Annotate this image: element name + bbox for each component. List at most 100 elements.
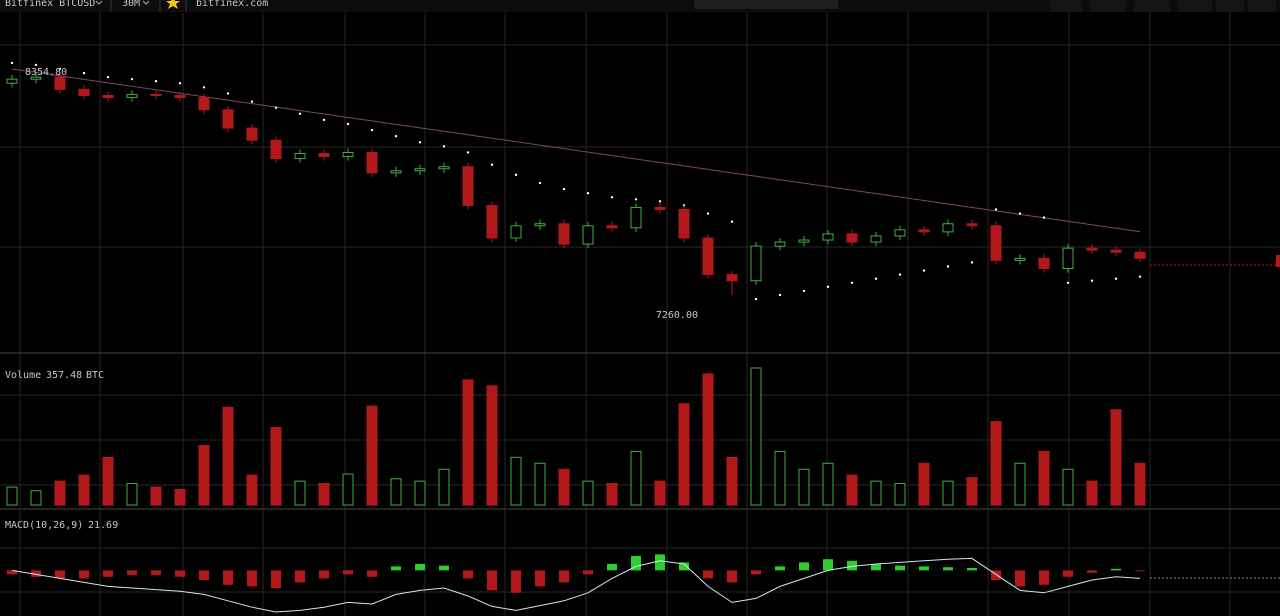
volume-last: 357.48 [46, 370, 82, 381]
sar-dot [706, 212, 710, 215]
candle-body [486, 204, 498, 239]
tool-button[interactable] [1178, 0, 1212, 12]
candle-body [414, 168, 426, 172]
macd-bar [1087, 570, 1097, 573]
volume-bar [78, 474, 90, 506]
candle-body [294, 152, 306, 160]
macd-bar [7, 570, 17, 575]
macd-bar [463, 570, 473, 579]
candle-body [1086, 247, 1098, 251]
macd-last: 21.69 [88, 520, 118, 531]
macd-bar [271, 570, 281, 588]
sar-dot [1114, 277, 1118, 280]
sar-dot [562, 187, 566, 191]
price-annotation: 7260.00 [656, 310, 698, 321]
sar-dot [154, 80, 158, 83]
candle-body [534, 223, 546, 227]
candle-body [366, 151, 378, 174]
macd-bar [631, 556, 641, 571]
candle-body [390, 170, 402, 174]
volume-bar [390, 478, 402, 506]
candle-body [750, 245, 762, 282]
tool-button[interactable] [1216, 0, 1244, 12]
volume-bar [414, 480, 426, 506]
macd-bar [79, 570, 89, 579]
candle-body [246, 127, 258, 141]
sar-dot [298, 112, 302, 115]
sar-dot [586, 191, 590, 195]
candle-body [822, 233, 834, 241]
sar-dot [850, 281, 854, 284]
sar-dot [490, 163, 494, 166]
search-box[interactable] [694, 0, 838, 9]
candle-body [558, 223, 570, 245]
volume-bar [6, 486, 18, 506]
sar-dot [1018, 212, 1022, 215]
macd-bar [103, 570, 113, 577]
candle-body [54, 76, 66, 90]
macd-bar [175, 570, 185, 577]
macd-bar [895, 565, 905, 571]
interval-button[interactable]: 30M [122, 0, 140, 9]
volume-bar [1014, 462, 1026, 506]
candle-body [846, 233, 858, 243]
candle-body [102, 94, 114, 99]
macd-bar [367, 570, 377, 577]
moving-average [11, 68, 1141, 233]
candle-body [870, 235, 882, 243]
tool-button[interactable] [1090, 0, 1126, 12]
volume-bar [846, 474, 858, 506]
volume-bar [750, 367, 762, 506]
macd-bar [991, 570, 1001, 580]
volume-bar [462, 379, 474, 506]
candle-body [798, 239, 810, 243]
volume-bar [150, 486, 162, 506]
volume-bar [30, 490, 42, 506]
macd-line [11, 557, 1141, 613]
candle-body [438, 166, 450, 170]
sar-dot [826, 285, 830, 289]
volume-bar [678, 403, 690, 506]
site-link[interactable]: bitfinex.com [196, 0, 268, 9]
sar-dot [226, 92, 230, 95]
sar-dot [202, 86, 206, 89]
tool-button[interactable] [1248, 0, 1276, 12]
volume-bar [702, 373, 714, 506]
volume-bar [630, 450, 642, 506]
toolbar [0, 0, 1280, 12]
sar-dot [418, 141, 422, 144]
candle-body [1038, 257, 1050, 270]
macd-bar [871, 564, 881, 571]
candle-body [726, 274, 738, 282]
symbol-button[interactable]: Bitfinex BTCUSD [5, 0, 95, 9]
sar-dot [370, 128, 374, 132]
macd-bar [151, 570, 161, 576]
sar-dot [346, 122, 350, 126]
macd-bar [295, 570, 305, 583]
sar-dot [1042, 216, 1046, 219]
tool-button[interactable] [1134, 0, 1170, 12]
candle-body [990, 225, 1002, 261]
macd-bar [31, 570, 41, 577]
tool-button[interactable] [1050, 0, 1082, 12]
favorite-star[interactable] [166, 0, 180, 9]
macd-bar [967, 568, 977, 571]
macd-bar [943, 567, 953, 571]
volume-bar [822, 462, 834, 506]
sar-dot [778, 293, 782, 297]
candle-body [510, 225, 522, 239]
candle-body [174, 94, 186, 99]
candle-body [198, 97, 210, 111]
sar-dot [946, 265, 950, 268]
volume-bar [270, 427, 282, 506]
volume-bar [438, 468, 450, 506]
macd-bar [127, 570, 137, 576]
candle-body [462, 166, 474, 206]
candle-body [654, 206, 666, 210]
sar-dot [538, 181, 542, 185]
volume-bar [198, 444, 210, 506]
macd-bar [487, 570, 497, 591]
volume-bar [486, 385, 498, 506]
price-marker [1276, 255, 1280, 267]
